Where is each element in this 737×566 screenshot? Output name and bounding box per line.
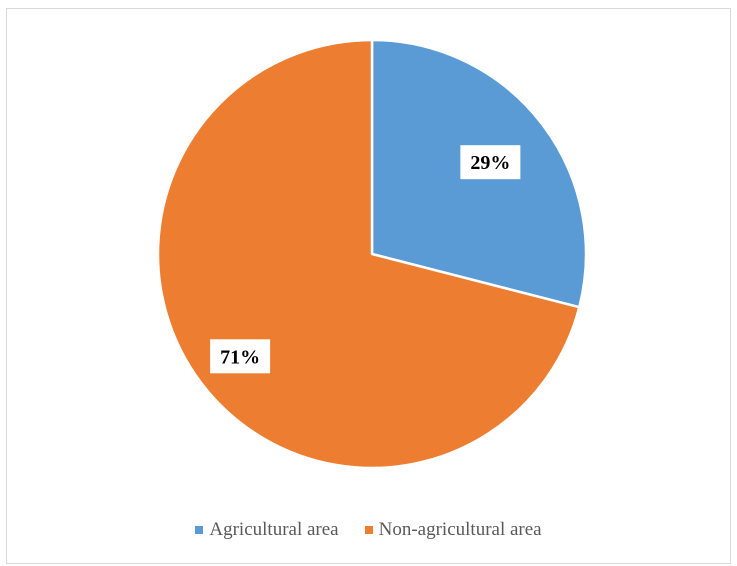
- legend-swatch-agricultural: [195, 526, 204, 534]
- pie-data-labels: 29% 71%: [210, 145, 521, 374]
- data-label-text-non-agricultural: 71%: [220, 346, 260, 368]
- pie-slices: [156, 38, 588, 470]
- data-label-non-agricultural: 71%: [210, 339, 271, 374]
- legend-item-agricultural[interactable]: Agricultural area: [195, 519, 339, 541]
- data-label-background: [210, 339, 271, 374]
- data-label-agricultural: 29%: [460, 145, 521, 180]
- data-label-text-agricultural: 29%: [470, 152, 510, 174]
- legend: Agricultural area Non-agricultural area: [0, 519, 737, 541]
- data-label-background: [460, 145, 521, 180]
- legend-swatch-non-agricultural: [364, 526, 373, 534]
- legend-label-non-agricultural: Non-agricultural area: [378, 519, 542, 540]
- legend-label-agricultural: Agricultural area: [209, 519, 339, 540]
- legend-item-non-agricultural[interactable]: Non-agricultural area: [364, 519, 542, 541]
